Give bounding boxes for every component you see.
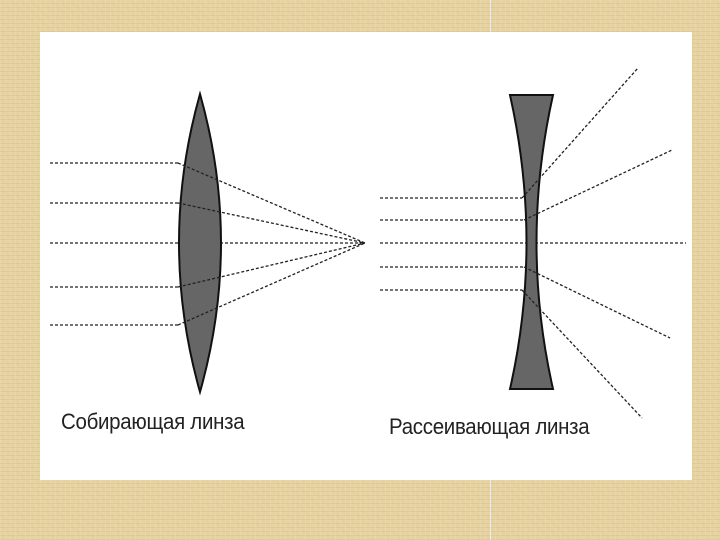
converging-lens-icon — [178, 90, 222, 396]
diverging-refracted-1 — [521, 67, 639, 199]
diverging-lens-icon — [508, 94, 555, 390]
converging-refracted-5 — [177, 242, 366, 326]
slide-panel: Собирающая линза Рассеивающая линза — [40, 32, 692, 480]
converging-refracted-rays — [177, 162, 366, 326]
converging-refracted-1 — [177, 162, 366, 244]
diverging-refracted-4 — [523, 266, 671, 339]
diverging-refracted-2 — [523, 149, 673, 221]
diverging-refracted-5 — [521, 289, 643, 419]
diverging-refracted-rays — [521, 67, 673, 419]
diverging-lens-caption: Рассеивающая линза — [389, 414, 590, 439]
converging-lens-caption: Собирающая линза — [61, 409, 245, 434]
converging-refracted-4 — [177, 242, 366, 288]
lens-diagram — [50, 67, 686, 419]
converging-refracted-2 — [177, 202, 366, 244]
